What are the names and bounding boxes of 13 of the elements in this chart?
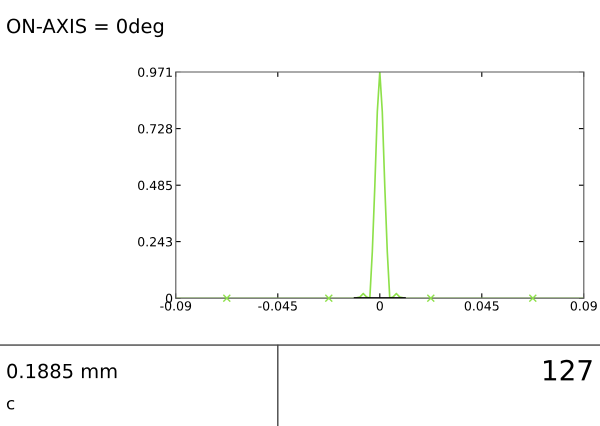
y-tick-label: 0.971 xyxy=(138,67,172,77)
chart-title: ON-AXIS = 0deg xyxy=(7,18,164,38)
text: 0.1885 mm xyxy=(7,364,116,378)
x-tick-label: 0.09 xyxy=(570,301,597,311)
x-tick-label: -0.09 xyxy=(160,301,192,311)
x-tick-label: -0.045 xyxy=(258,301,297,311)
y-tick-label: 0.728 xyxy=(138,124,172,134)
x-tick-label: 0 xyxy=(376,301,383,311)
y-tick-label: 0.243 xyxy=(138,237,172,247)
text: 127 xyxy=(544,360,592,380)
x-tick-label: 0.045 xyxy=(464,301,499,311)
text: c xyxy=(6,400,14,410)
y-tick-label: 0.485 xyxy=(138,180,172,190)
